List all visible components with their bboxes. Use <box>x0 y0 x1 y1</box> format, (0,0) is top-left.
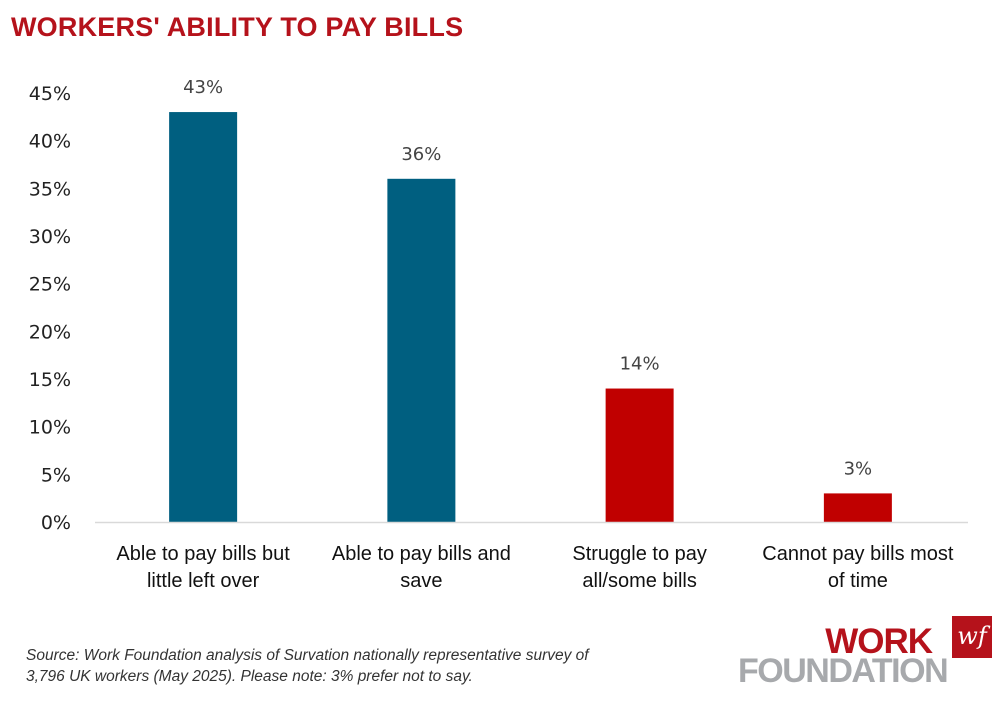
chart-title: WORKERS' ABILITY TO PAY BILLS <box>11 12 464 42</box>
y-tick-label: 25% <box>29 274 71 296</box>
bar <box>387 178 456 523</box>
logo-wf-mark: wf <box>952 616 992 658</box>
work-foundation-logo: WORK FOUNDATION wf <box>738 614 998 694</box>
source-line-1: Source: Work Foundation analysis of Surv… <box>26 647 589 664</box>
x-tick-label: little left over <box>147 570 260 592</box>
data-label: 3% <box>844 458 873 479</box>
data-label: 36% <box>401 144 441 165</box>
x-tick-label: Struggle to pay <box>572 543 707 565</box>
y-tick-label: 30% <box>29 226 71 248</box>
x-tick-label: all/some bills <box>582 570 696 592</box>
logo-foundation-text: FOUNDATION <box>738 652 949 690</box>
x-tick-label: Cannot pay bills most <box>762 543 954 565</box>
x-tick-label: of time <box>828 570 888 592</box>
data-labels: 43% 36% 14% 3% <box>183 77 872 479</box>
x-tick-label: Able to pay bills and <box>332 543 511 565</box>
y-tick-label: 35% <box>29 178 71 200</box>
y-tick-label: 40% <box>29 131 71 153</box>
y-tick-label: 15% <box>29 369 71 391</box>
data-label: 14% <box>620 354 660 375</box>
logo-work-text: WORK <box>825 622 933 661</box>
x-axis-labels: Able to pay bills but little left over Abl… <box>116 543 954 592</box>
bar-chart: 0% 5% 10% 15% 20% 25% 30% 35% 40% 45% 43% 36% 14% 3%… <box>29 77 968 592</box>
y-tick-label: 10% <box>29 417 71 439</box>
y-axis-ticks: 0% 5% 10% 15% 20% 25% 30% 35% 40% 45% <box>29 83 71 534</box>
y-tick-label: 45% <box>29 83 71 105</box>
source-note: Source: Work Foundation analysis of Surv… <box>26 645 666 687</box>
bars <box>169 112 892 523</box>
bar <box>823 493 892 522</box>
y-tick-label: 20% <box>29 321 71 343</box>
y-tick-label: 0% <box>41 512 71 534</box>
source-line-2: 3,796 UK workers (May 2025). Please note… <box>26 668 473 685</box>
x-tick-label: Able to pay bills but <box>116 543 290 565</box>
x-tick-label: save <box>400 570 442 592</box>
bar <box>605 388 674 522</box>
data-label: 43% <box>183 77 223 98</box>
bar <box>169 112 238 523</box>
y-tick-label: 5% <box>41 464 71 486</box>
